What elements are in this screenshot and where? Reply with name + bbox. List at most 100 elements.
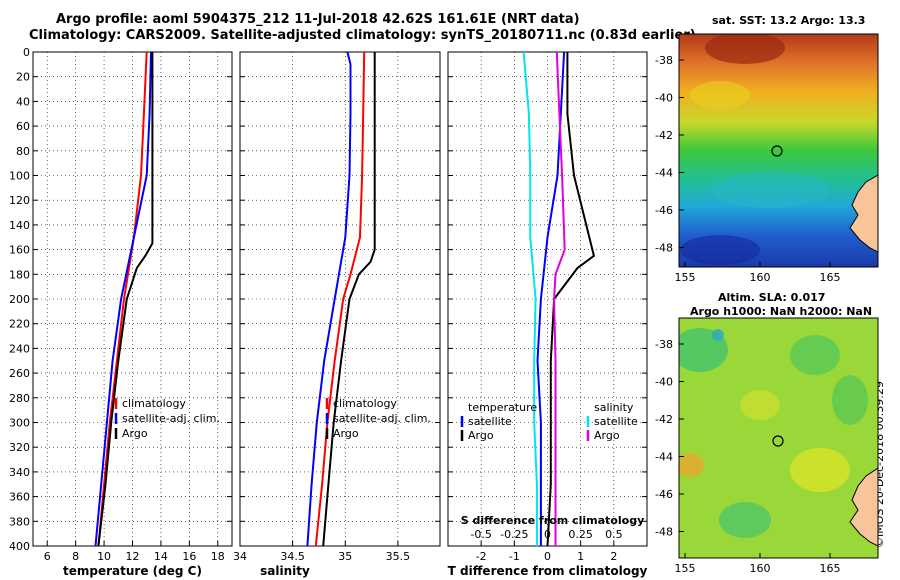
sla-map-title-1: Altim. SLA: 0.017: [718, 291, 826, 304]
legend-heading: temperature: [468, 401, 537, 414]
legend-label: Argo: [333, 427, 359, 440]
top-tick-label: 0: [544, 528, 551, 541]
legend-heading: salinity: [594, 401, 634, 414]
sla-map-frame: [678, 317, 879, 559]
sla-map-title-2: Argo h1000: NaN h2000: NaN: [690, 305, 873, 318]
sla-argo-marker: [772, 435, 784, 447]
x-tick-label: 8: [72, 550, 79, 563]
x-tick-label: 10: [97, 550, 111, 563]
map-x-tick-label: 160: [750, 562, 771, 575]
sla-land: [849, 467, 878, 547]
x-tick-label: 16: [182, 550, 196, 563]
title-line-2: Climatology: CARS2009. Satellite-adjuste…: [29, 28, 696, 43]
y-tick-label: 360: [9, 491, 30, 504]
sst-map: [678, 33, 879, 268]
y-tick-label: 300: [9, 417, 30, 430]
x-tick-label: -2: [476, 550, 487, 563]
x-tick-label: 2: [610, 550, 617, 563]
sla-blob-8: [712, 329, 724, 341]
map-x-tick-label: 165: [820, 562, 841, 575]
top-tick-label: -0.25: [500, 528, 528, 541]
profile-panels: 6 8 10 12 14 16 180204060801001201401601802002…: [9, 46, 648, 578]
sst-warm-patch: [705, 34, 785, 64]
map-y-tick-label: -40: [655, 92, 673, 105]
map-y-tick-label: -38: [655, 338, 673, 351]
series-line: [322, 52, 376, 547]
series-line: [522, 51, 538, 546]
temperature-profile: 6 8 10 12 14 16 180204060801001201401601802002…: [9, 46, 233, 578]
sst-map-frame: [678, 33, 879, 268]
difference-profile: -2 -1 0 1 2T difference from climatology temp…: [447, 51, 648, 578]
x-tick-label: 34.5: [280, 550, 305, 563]
legend-label: Argo: [122, 427, 148, 440]
panel-frame: [32, 51, 233, 547]
map-y-tick-label: -38: [655, 54, 673, 67]
top-tick-label: 0.25: [568, 528, 593, 541]
x-tick-label: 18: [211, 550, 225, 563]
sla-blob-6: [832, 375, 868, 425]
y-tick-label: 140: [9, 219, 30, 232]
map-x-tick-label: 160: [750, 271, 771, 284]
x-tick-label: 34: [233, 550, 247, 563]
x-axis-label: temperature (deg C): [63, 564, 202, 578]
x-tick-label: 35: [338, 550, 352, 563]
y-tick-label: 400: [9, 540, 30, 553]
y-tick-label: 220: [9, 318, 30, 331]
map-y-tick-label: -40: [655, 376, 673, 389]
map-x-tick-label: 155: [675, 271, 696, 284]
sst-land: [849, 174, 878, 253]
top-tick-label: -0.5: [470, 528, 491, 541]
legend-label: satellite-adj. clim.: [122, 412, 220, 425]
y-tick-label: 160: [9, 244, 30, 257]
map-x-tick-label: 165: [820, 271, 841, 284]
legend-label: satellite-adj. clim.: [333, 412, 431, 425]
map-y-tick-label: -44: [655, 451, 673, 464]
sla-blob-7: [719, 502, 771, 538]
x-tick-label: 14: [154, 550, 168, 563]
sla-blob-3: [740, 390, 780, 420]
legend-label: Argo: [468, 429, 494, 442]
series-line: [314, 51, 366, 547]
map-y-tick-label: -48: [655, 526, 673, 539]
x-tick-label: 0: [544, 550, 551, 563]
y-tick-label: 100: [9, 170, 30, 183]
x-tick-label: -1: [509, 550, 520, 563]
title-line-1: Argo profile: aoml 5904375_212 11-Jul-20…: [56, 12, 580, 27]
sla-blob-5: [790, 448, 850, 492]
sst-yellow-patch: [690, 81, 750, 109]
top-tick-label: 0.5: [605, 528, 623, 541]
salinity-profile: 34 34.5 35 35.5 salinity climatology satellite…: [233, 51, 441, 578]
series-line: [97, 52, 154, 547]
series-line: [553, 51, 566, 546]
series-line: [306, 51, 352, 547]
series-line: [546, 52, 596, 547]
map-y-tick-label: -48: [655, 242, 673, 255]
map-axis-labels: -38 -40 -42 -44 -46 -48 155 160 165 -38 -40 -42 -44 -…: [655, 54, 840, 575]
map-y-tick-label: -42: [655, 129, 673, 142]
sst-map-field: [679, 34, 878, 267]
y-tick-label: 20: [16, 71, 30, 84]
y-tick-label: 380: [9, 515, 30, 528]
y-tick-label: 60: [16, 120, 30, 133]
x-tick-label: 12: [126, 550, 140, 563]
series-line: [94, 51, 152, 547]
y-tick-label: 340: [9, 466, 30, 479]
x-axis-label: T difference from climatology: [448, 564, 648, 578]
sla-map: [678, 317, 879, 559]
y-tick-label: 280: [9, 392, 30, 405]
y-tick-label: 320: [9, 441, 30, 454]
panel-frame: [447, 51, 648, 547]
legend-label: climatology: [122, 397, 186, 410]
legend-label: satellite: [468, 415, 512, 428]
legend-label: Argo: [594, 429, 620, 442]
sla-blob-4: [679, 453, 704, 477]
y-tick-label: 40: [16, 95, 30, 108]
y-tick-label: 0: [23, 46, 30, 59]
legend-label: satellite: [594, 415, 638, 428]
map-y-tick-label: -46: [655, 488, 673, 501]
sst-map-title: sat. SST: 13.2 Argo: 13.3: [712, 14, 866, 27]
map-y-tick-label: -42: [655, 413, 673, 426]
legend-label: climatology: [333, 397, 397, 410]
y-tick-label: 180: [9, 268, 30, 281]
